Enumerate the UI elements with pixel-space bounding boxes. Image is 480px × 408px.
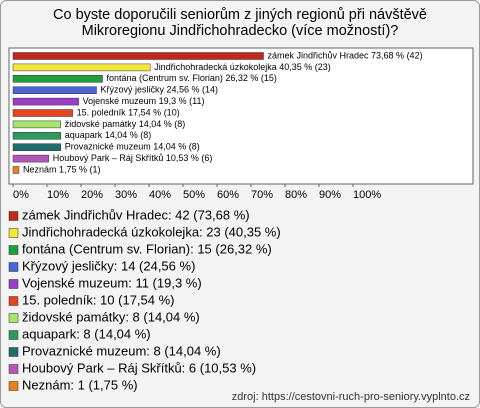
legend-swatch [8, 313, 19, 323]
x-tick-label: 40% [149, 189, 171, 201]
legend-swatch [8, 262, 19, 272]
legend-label: 15. poledník: 10 (17,54 %) [22, 292, 175, 307]
x-tick-label: 30% [115, 189, 137, 201]
data-label: Jindřichohradecká úzkokolejka 40,35 % (2… [154, 62, 331, 72]
legend-label: židovské památky: 8 (14,04 %) [22, 309, 200, 324]
bar [12, 109, 73, 117]
bar [12, 154, 50, 163]
legend-swatch [8, 228, 19, 238]
legend-swatch [8, 279, 19, 289]
legend-swatch [8, 347, 19, 357]
legend-label: fontána (Centrum sv. Florian): 15 (26,32… [22, 241, 272, 256]
legend-label: Houbový Park – Ráj Skřítků: 6 (10,53 %) [22, 360, 256, 375]
legend-swatch [8, 330, 19, 340]
bar [12, 97, 79, 106]
data-label: fontána (Centrum sv. Florian) 26,32 % (1… [106, 73, 276, 83]
bar [12, 132, 61, 140]
data-label: Křýzový jesličky 24,56 % (14) [101, 85, 219, 95]
data-label: Houbový Park – Ráj Skřítků 10,53 % (6) [53, 153, 213, 163]
bar [12, 75, 103, 83]
legend-label: Jindřichohradecká úzkokolejka: 23 (40,35… [22, 224, 281, 239]
data-label: Vojenské muzeum 19,3 % (11) [83, 96, 205, 106]
legend-swatch [8, 364, 19, 374]
bar [12, 63, 151, 72]
source: zdroj: https://cestovni-ruch-pro-seniory… [232, 391, 470, 403]
data-label: židovské památky 14,04 % (8) [65, 119, 186, 129]
legend-label: Provaznické muzeum: 8 (14,04 %) [22, 343, 221, 358]
legend-label: Vojenské muzeum: 11 (19,3 %) [22, 275, 202, 290]
data-label: 15. poledník 17,54 % (10) [77, 107, 180, 117]
data-label: Neznám 1,75 % (1) [23, 164, 101, 174]
data-label: Provaznické muzeum 14,04 % (8) [65, 142, 200, 152]
x-tick-label: 60% [217, 189, 239, 201]
x-tick-label: 20% [81, 189, 103, 201]
bar [12, 120, 61, 129]
x-tick-label: 80% [285, 189, 307, 201]
legend-swatch [8, 245, 19, 255]
bar [12, 86, 97, 94]
x-tick-label: 0% [13, 189, 29, 201]
bar [12, 52, 264, 60]
bar [12, 166, 20, 174]
legend-swatch [8, 211, 19, 221]
legend-label: Křýzový jesličky: 14 (24,56 %) [22, 258, 195, 273]
x-tick-label: 50% [183, 189, 205, 201]
x-tick-label: 90% [319, 189, 341, 201]
legend-swatch [8, 296, 19, 306]
bar [12, 143, 61, 151]
legend-label: Neznám: 1 (1,75 %) [22, 377, 138, 392]
chart-title: Co byste doporučili seniorům z jiných re… [53, 7, 427, 39]
legend-label: zámek Jindřichův Hradec: 42 (73,68 %) [22, 207, 250, 222]
x-tick-label: 70% [251, 189, 273, 201]
data-label: zámek Jindřichův Hradec 73,68 % (42) [268, 50, 423, 60]
x-tick-label: 100% [353, 189, 381, 201]
legend-swatch [8, 381, 19, 391]
x-tick-label: 10% [47, 189, 69, 201]
data-label: aquapark 14,04 % (8) [65, 130, 152, 140]
legend-label: aquapark: 8 (14,04 %) [22, 326, 151, 341]
